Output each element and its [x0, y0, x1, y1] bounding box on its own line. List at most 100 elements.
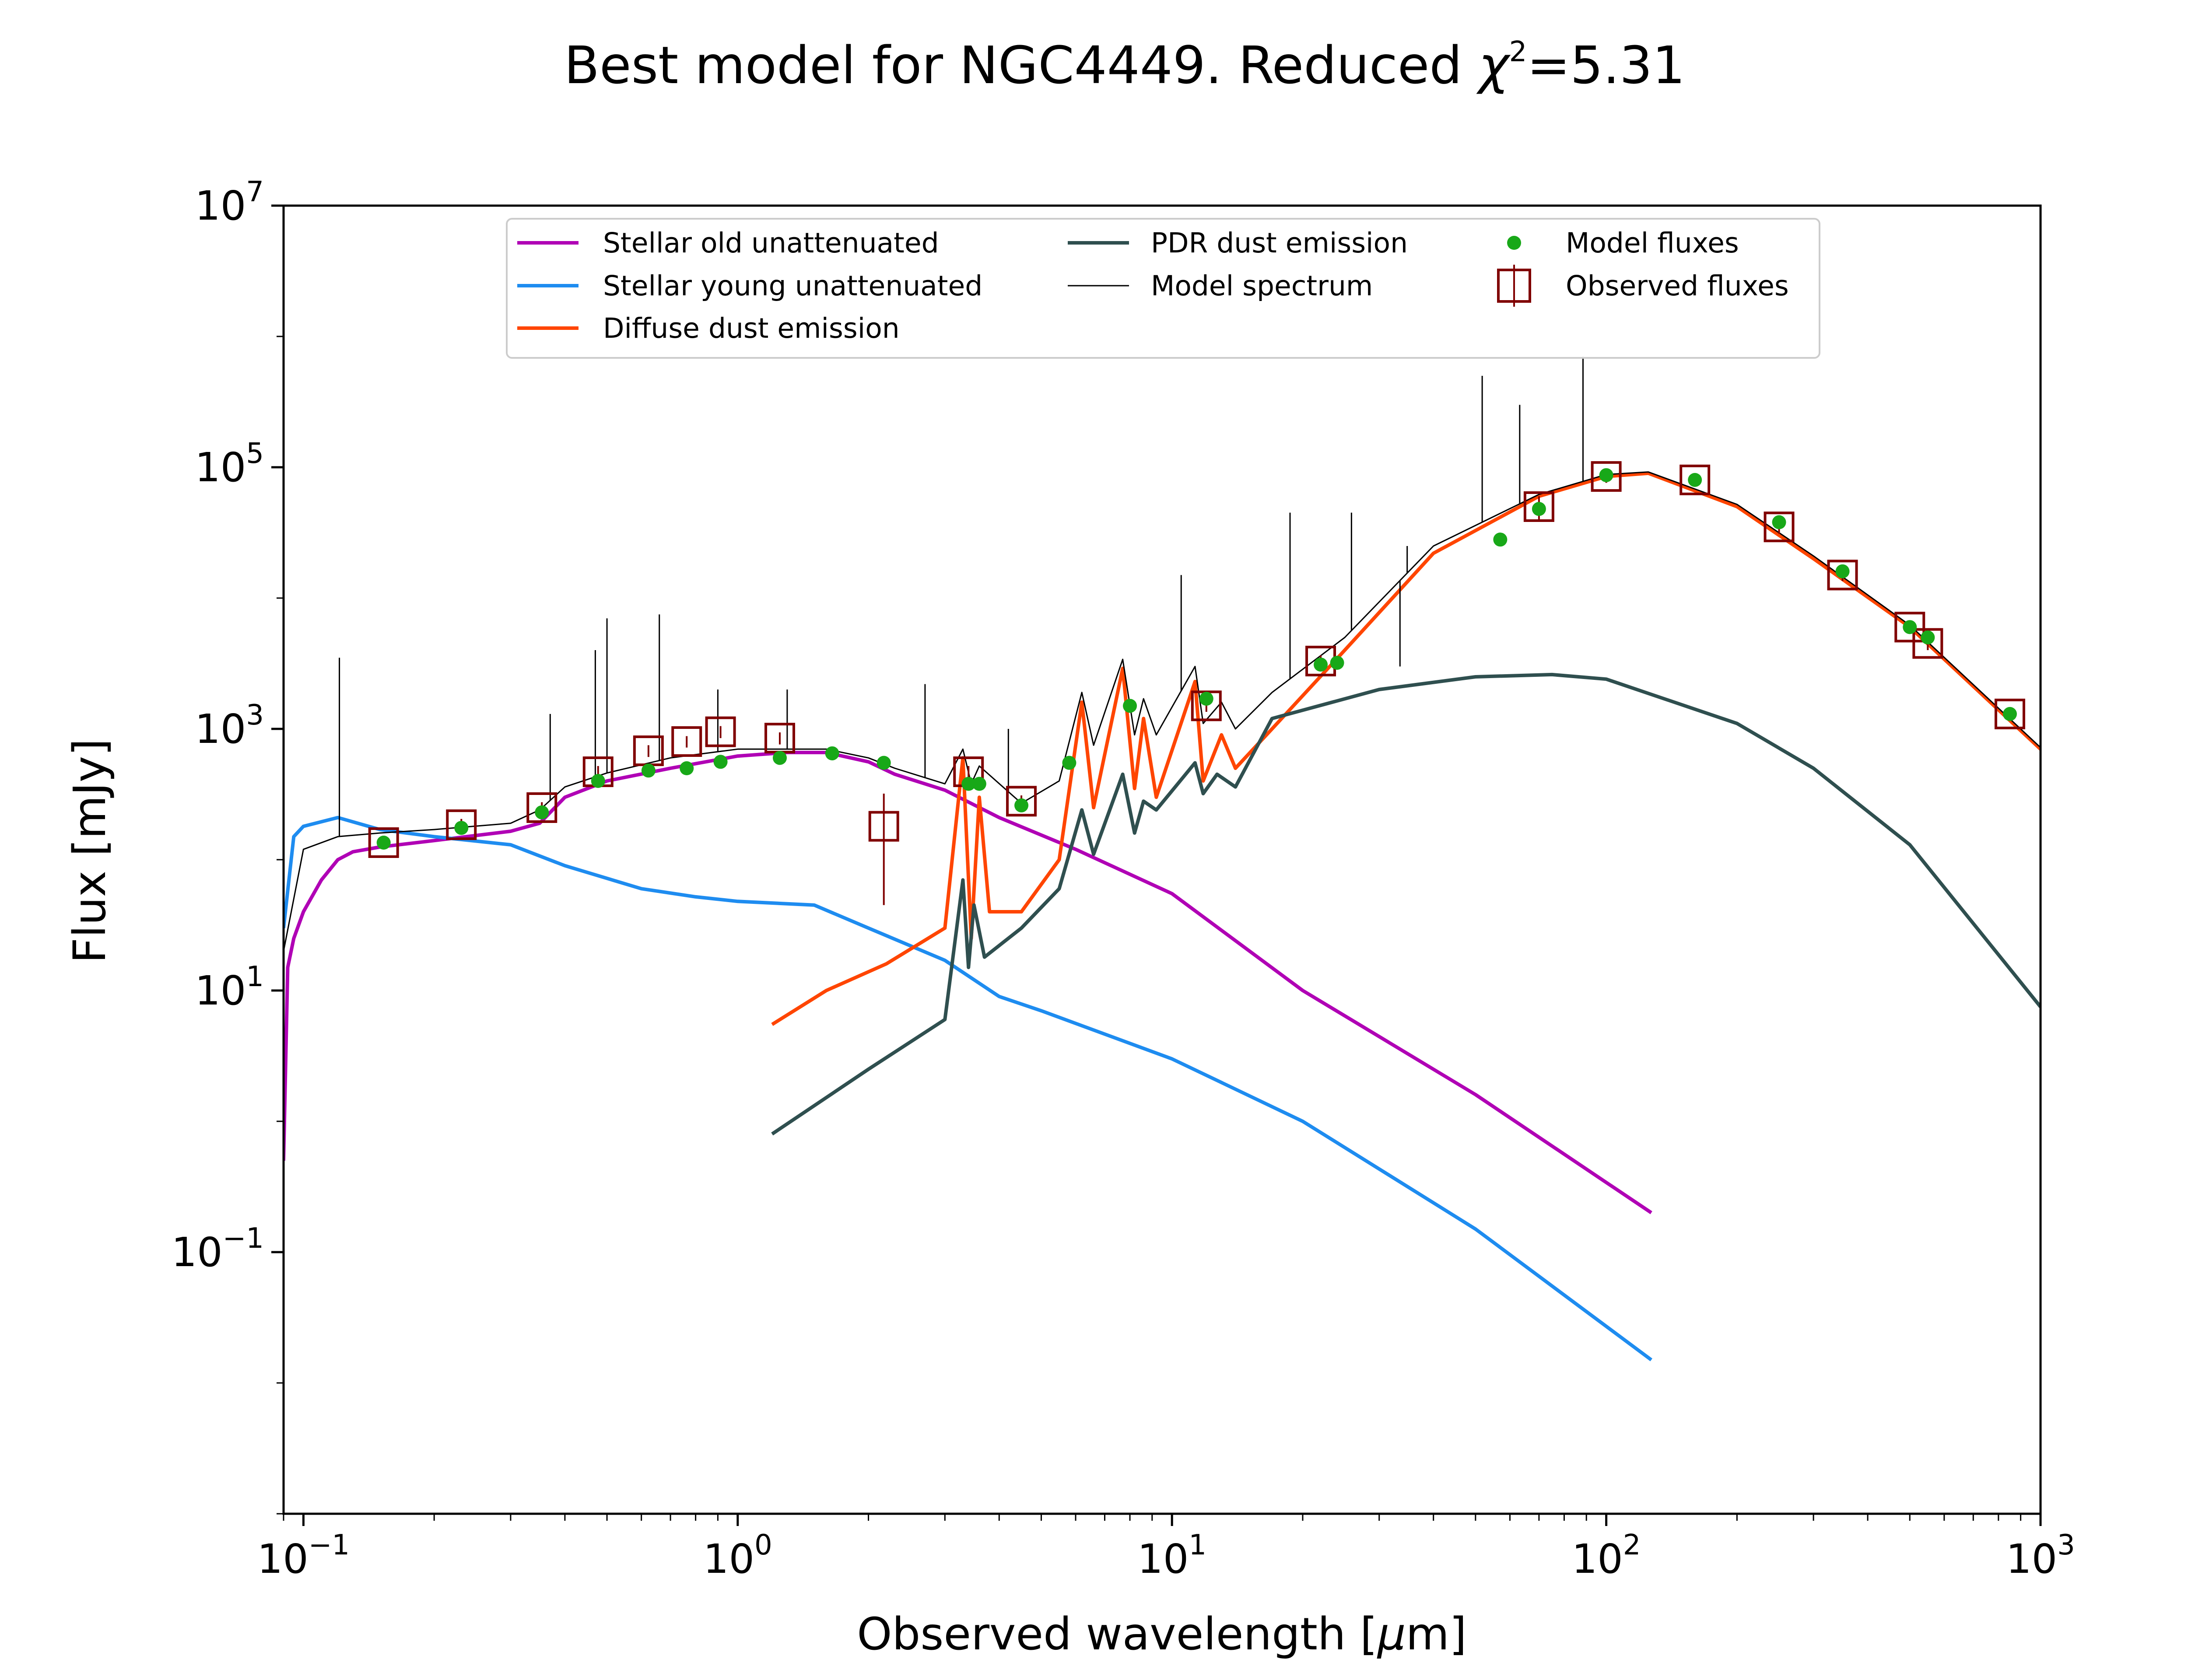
legend-item-pdr-dust: PDR dust emission	[1068, 227, 1408, 259]
model-flux-point-24	[1903, 620, 1917, 634]
model-flux-point-16	[1314, 658, 1328, 672]
x-tick-label-exp-1: 0	[754, 1529, 772, 1561]
legend-item-stellar-young: Stellar young unattenuated	[517, 270, 982, 302]
x-tick-label-exp-2: 1	[1189, 1529, 1206, 1561]
model-flux-point-6	[713, 755, 728, 769]
series-line-stellar-young-unattenuated	[284, 816, 1652, 1362]
observed-flux-point-18	[1894, 612, 1925, 643]
legend-label-diffuse-dust: Diffuse dust emission	[603, 312, 900, 344]
y-tick-label-base-3: 10	[195, 444, 246, 491]
observed-flux-point-14	[1591, 461, 1622, 492]
x-tick-label-2: 101	[1137, 1529, 1206, 1582]
y-tick-label-exp-1: 1	[246, 961, 264, 993]
x-tick-label-base-0: 10	[257, 1536, 309, 1582]
model-flux-point-15	[1199, 692, 1213, 706]
model-flux-point-25	[1921, 630, 1935, 645]
legend-label-observed-fluxes: Observed fluxes	[1566, 270, 1789, 302]
legend-item-model-fluxes: Model fluxes	[1507, 227, 1739, 259]
model-flux-point-7	[772, 751, 787, 765]
x-tick-label-3: 102	[1572, 1529, 1641, 1582]
observed-flux-point-20	[1994, 698, 2025, 729]
legend-label-model-fluxes: Model fluxes	[1566, 227, 1739, 259]
x-axis-label-main: Observed wavelength [	[857, 1608, 1378, 1660]
legend-item-diffuse-dust: Diffuse dust emission	[517, 312, 900, 344]
y-tick-label-2: 103	[195, 699, 264, 752]
x-tick-label-exp-3: 2	[1623, 1529, 1641, 1561]
x-tick-label-4: 103	[2006, 1529, 2075, 1582]
observed-flux-point-2	[526, 792, 558, 823]
model-flux-point-2	[535, 805, 549, 819]
x-tick-label-base-2: 10	[1137, 1536, 1189, 1582]
model-flux-point-19	[1532, 502, 1546, 516]
legend-label-stellar-old: Stellar old unattenuated	[603, 227, 939, 259]
plot-area	[284, 357, 2041, 1362]
x-axis-label-end: m]	[1406, 1608, 1467, 1660]
observed-flux-point-1	[446, 809, 477, 840]
y-tick-label-base-0: 10	[172, 1229, 223, 1276]
observed-flux-point-5	[671, 726, 702, 757]
legend-item-model-spectrum: Model spectrum	[1068, 270, 1373, 302]
legend-label-stellar-young: Stellar young unattenuated	[603, 270, 982, 302]
legend-item-observed-fluxes: Observed fluxes	[1497, 265, 1789, 307]
model-flux-point-8	[825, 746, 839, 760]
observed-flux-point-17	[1827, 560, 1858, 591]
model-flux-point-10	[961, 777, 976, 791]
model-flux-point-11	[972, 777, 986, 791]
y-tick-label-base-1: 10	[195, 967, 246, 1014]
model-flux-point-18	[1493, 532, 1508, 547]
model-flux-point-0	[376, 836, 391, 850]
legend-label-pdr-dust: PDR dust emission	[1151, 227, 1408, 259]
y-tick-label-base-4: 10	[195, 182, 246, 229]
observed-flux-point-6	[705, 716, 736, 747]
x-tick-label-1: 100	[703, 1529, 772, 1582]
observed-flux-point-0	[368, 827, 399, 858]
y-tick-label-exp-4: 7	[246, 176, 264, 208]
series-line-model-spectrum	[284, 471, 2041, 952]
y-tick-label-4: 107	[195, 176, 264, 229]
model-flux-point-3	[591, 774, 605, 788]
model-flux-point-9	[877, 756, 891, 770]
x-tick-label-base-1: 10	[703, 1536, 754, 1582]
model-flux-point-22	[1772, 515, 1786, 529]
model-flux-point-13	[1062, 756, 1076, 770]
legend: Stellar old unattenuated Stellar young u…	[506, 218, 1820, 359]
model-flux-point-5	[680, 761, 694, 776]
observed-flux-point-16	[1764, 511, 1795, 542]
observed-flux-point-19	[1912, 628, 1943, 659]
observed-flux-point-8	[868, 811, 899, 842]
observed-flux-point-13	[1523, 491, 1554, 522]
x-tick-label-base-3: 10	[1572, 1536, 1623, 1582]
chart-title-chi: χ	[1476, 35, 1511, 95]
legend-swatch-model-fluxes	[1507, 236, 1521, 250]
chart-title-value: =5.31	[1527, 35, 1685, 95]
model-flux-point-17	[1330, 655, 1344, 670]
observed-flux-point-10	[1006, 786, 1037, 817]
model-flux-point-20	[1599, 468, 1613, 483]
model-flux-point-26	[2002, 707, 2017, 721]
model-flux-point-23	[1835, 564, 1850, 578]
model-flux-point-21	[1688, 472, 1702, 487]
y-tick-label-exp-3: 5	[246, 438, 264, 470]
y-axis-label: Flux [mJy]	[64, 738, 116, 963]
x-tick-label-base-4: 10	[2006, 1536, 2057, 1582]
chart-title-chi-exponent: 2	[1509, 36, 1527, 68]
x-axis-label-mu: μ	[1377, 1608, 1406, 1660]
x-axis-label: Observed wavelength [μm]	[857, 1608, 1467, 1660]
observed-flux-point-15	[1680, 464, 1711, 495]
series-line-diffuse-dust-emission	[771, 471, 2041, 1026]
y-tick-label-base-2: 10	[195, 706, 246, 752]
legend-label-model-spectrum: Model spectrum	[1151, 270, 1373, 302]
x-tick-label-exp-0: −1	[309, 1529, 350, 1561]
x-tick-label-0: 10−1	[257, 1529, 350, 1582]
legend-box	[506, 218, 1820, 359]
chart-title: Best model for NGC4449. Reduced χ2=5.31	[564, 35, 1685, 95]
y-tick-label-3: 105	[195, 438, 264, 491]
y-tick-label-1: 101	[195, 961, 264, 1014]
model-flux-point-12	[1014, 798, 1029, 812]
y-tick-label-exp-0: −1	[223, 1222, 264, 1255]
model-flux-point-4	[641, 763, 656, 778]
model-flux-point-14	[1123, 699, 1137, 713]
series-line-pdr-dust-emission	[771, 672, 2041, 1136]
x-tick-label-exp-4: 3	[2057, 1529, 2075, 1561]
